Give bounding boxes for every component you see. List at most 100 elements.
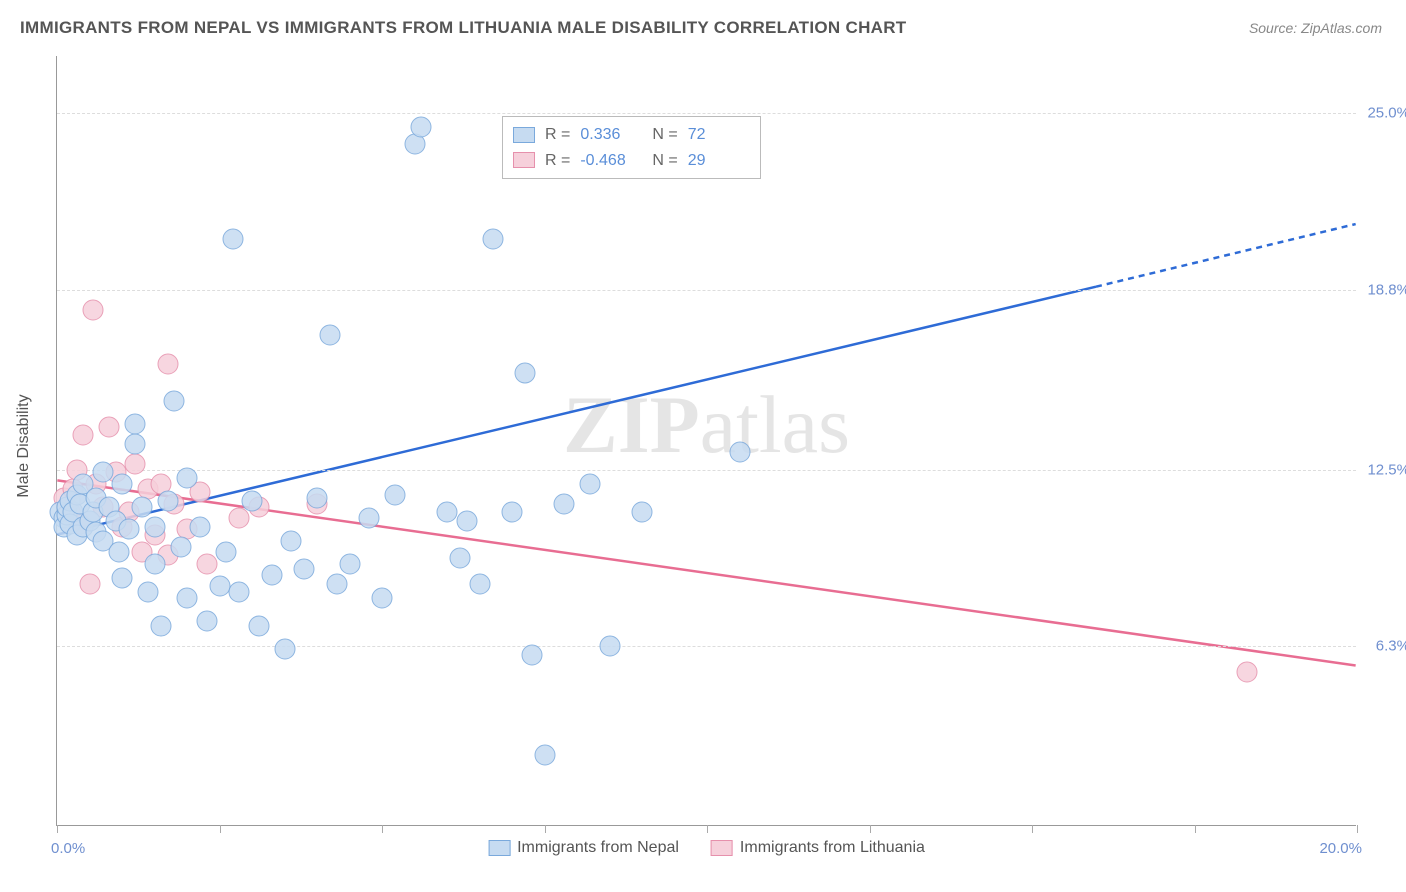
scatter-point-nepal xyxy=(248,616,269,637)
x-tick xyxy=(220,825,221,833)
y-tick-label: 6.3% xyxy=(1376,638,1406,655)
swatch-nepal xyxy=(513,127,535,143)
scatter-point-lithuania xyxy=(79,573,100,594)
scatter-point-nepal xyxy=(456,510,477,531)
y-tick-label: 25.0% xyxy=(1367,105,1406,122)
scatter-point-nepal xyxy=(281,530,302,551)
r-label: R = xyxy=(545,148,570,174)
legend-label-nepal: Immigrants from Nepal xyxy=(517,839,679,857)
scatter-point-nepal xyxy=(112,567,133,588)
scatter-point-lithuania xyxy=(196,553,217,574)
scatter-point-nepal xyxy=(482,228,503,249)
correlation-legend: R = 0.336 N = 72 R = -0.468 N = 29 xyxy=(502,116,761,179)
x-tick xyxy=(382,825,383,833)
x-tick xyxy=(707,825,708,833)
legend-item-lithuania: Immigrants from Lithuania xyxy=(711,839,925,857)
scatter-point-nepal xyxy=(112,473,133,494)
scatter-point-nepal xyxy=(326,573,347,594)
x-tick xyxy=(545,825,546,833)
scatter-point-nepal xyxy=(177,468,198,489)
scatter-point-lithuania xyxy=(229,508,250,529)
scatter-point-nepal xyxy=(320,325,341,346)
scatter-point-nepal xyxy=(125,433,146,454)
source-label: Source: xyxy=(1249,20,1297,36)
scatter-point-nepal xyxy=(411,117,432,138)
scatter-point-nepal xyxy=(138,582,159,603)
scatter-point-nepal xyxy=(92,462,113,483)
gridline xyxy=(57,646,1356,647)
scatter-point-nepal xyxy=(190,516,211,537)
r-label: R = xyxy=(545,122,570,148)
swatch-nepal xyxy=(488,840,510,856)
scatter-point-nepal xyxy=(469,573,490,594)
scatter-point-nepal xyxy=(151,616,172,637)
scatter-point-nepal xyxy=(229,582,250,603)
gridline xyxy=(57,290,1356,291)
x-tick xyxy=(57,825,58,833)
scatter-point-nepal xyxy=(108,542,129,563)
correlation-row-nepal: R = 0.336 N = 72 xyxy=(513,122,750,148)
series-legend: Immigrants from Nepal Immigrants from Li… xyxy=(488,839,925,857)
y-axis-label: Male Disability xyxy=(15,394,33,497)
legend-label-lithuania: Immigrants from Lithuania xyxy=(740,839,925,857)
r-value-nepal: 0.336 xyxy=(580,122,642,148)
scatter-point-nepal xyxy=(131,496,152,517)
swatch-lithuania xyxy=(513,152,535,168)
scatter-point-lithuania xyxy=(1236,662,1257,683)
chart-title: IMMIGRANTS FROM NEPAL VS IMMIGRANTS FROM… xyxy=(20,18,907,38)
x-tick xyxy=(870,825,871,833)
n-label: N = xyxy=(652,122,677,148)
correlation-row-lithuania: R = -0.468 N = 29 xyxy=(513,148,750,174)
scatter-point-nepal xyxy=(307,488,328,509)
scatter-point-nepal xyxy=(125,413,146,434)
scatter-point-nepal xyxy=(580,473,601,494)
scatter-point-nepal xyxy=(242,490,263,511)
trend-line xyxy=(1096,224,1356,287)
r-value-lithuania: -0.468 xyxy=(580,148,642,174)
scatter-point-nepal xyxy=(157,490,178,511)
scatter-point-nepal xyxy=(599,636,620,657)
watermark: ZIPatlas xyxy=(563,378,850,472)
scatter-point-nepal xyxy=(196,610,217,631)
scatter-point-lithuania xyxy=(99,416,120,437)
watermark-rest: atlas xyxy=(700,379,850,470)
scatter-point-nepal xyxy=(385,485,406,506)
n-value-nepal: 72 xyxy=(688,122,750,148)
x-max-label: 20.0% xyxy=(1319,840,1362,857)
scatter-point-nepal xyxy=(359,508,380,529)
scatter-point-nepal xyxy=(521,644,542,665)
legend-item-nepal: Immigrants from Nepal xyxy=(488,839,679,857)
scatter-point-nepal xyxy=(502,502,523,523)
scatter-point-nepal xyxy=(554,493,575,514)
gridline xyxy=(57,113,1356,114)
scatter-point-nepal xyxy=(274,639,295,660)
n-value-lithuania: 29 xyxy=(688,148,750,174)
plot-area: ZIPatlas R = 0.336 N = 72 R = -0.468 N =… xyxy=(56,56,1356,826)
scatter-point-nepal xyxy=(632,502,653,523)
scatter-point-nepal xyxy=(729,442,750,463)
scatter-point-nepal xyxy=(372,587,393,608)
trend-line xyxy=(57,287,1096,535)
swatch-lithuania xyxy=(711,840,733,856)
scatter-point-nepal xyxy=(437,502,458,523)
scatter-point-nepal xyxy=(177,587,198,608)
x-tick xyxy=(1195,825,1196,833)
gridline xyxy=(57,470,1356,471)
scatter-point-nepal xyxy=(209,576,230,597)
scatter-point-nepal xyxy=(294,559,315,580)
scatter-point-nepal xyxy=(339,553,360,574)
scatter-point-lithuania xyxy=(73,425,94,446)
scatter-point-nepal xyxy=(450,547,471,568)
scatter-point-lithuania xyxy=(125,453,146,474)
y-tick-label: 18.8% xyxy=(1367,281,1406,298)
scatter-point-lithuania xyxy=(157,354,178,375)
scatter-point-nepal xyxy=(534,744,555,765)
scatter-point-nepal xyxy=(118,519,139,540)
scatter-point-nepal xyxy=(164,391,185,412)
scatter-point-nepal xyxy=(144,553,165,574)
y-tick-label: 12.5% xyxy=(1367,461,1406,478)
scatter-point-nepal xyxy=(515,362,536,383)
x-min-label: 0.0% xyxy=(51,840,85,857)
scatter-point-nepal xyxy=(222,228,243,249)
scatter-point-nepal xyxy=(261,565,282,586)
